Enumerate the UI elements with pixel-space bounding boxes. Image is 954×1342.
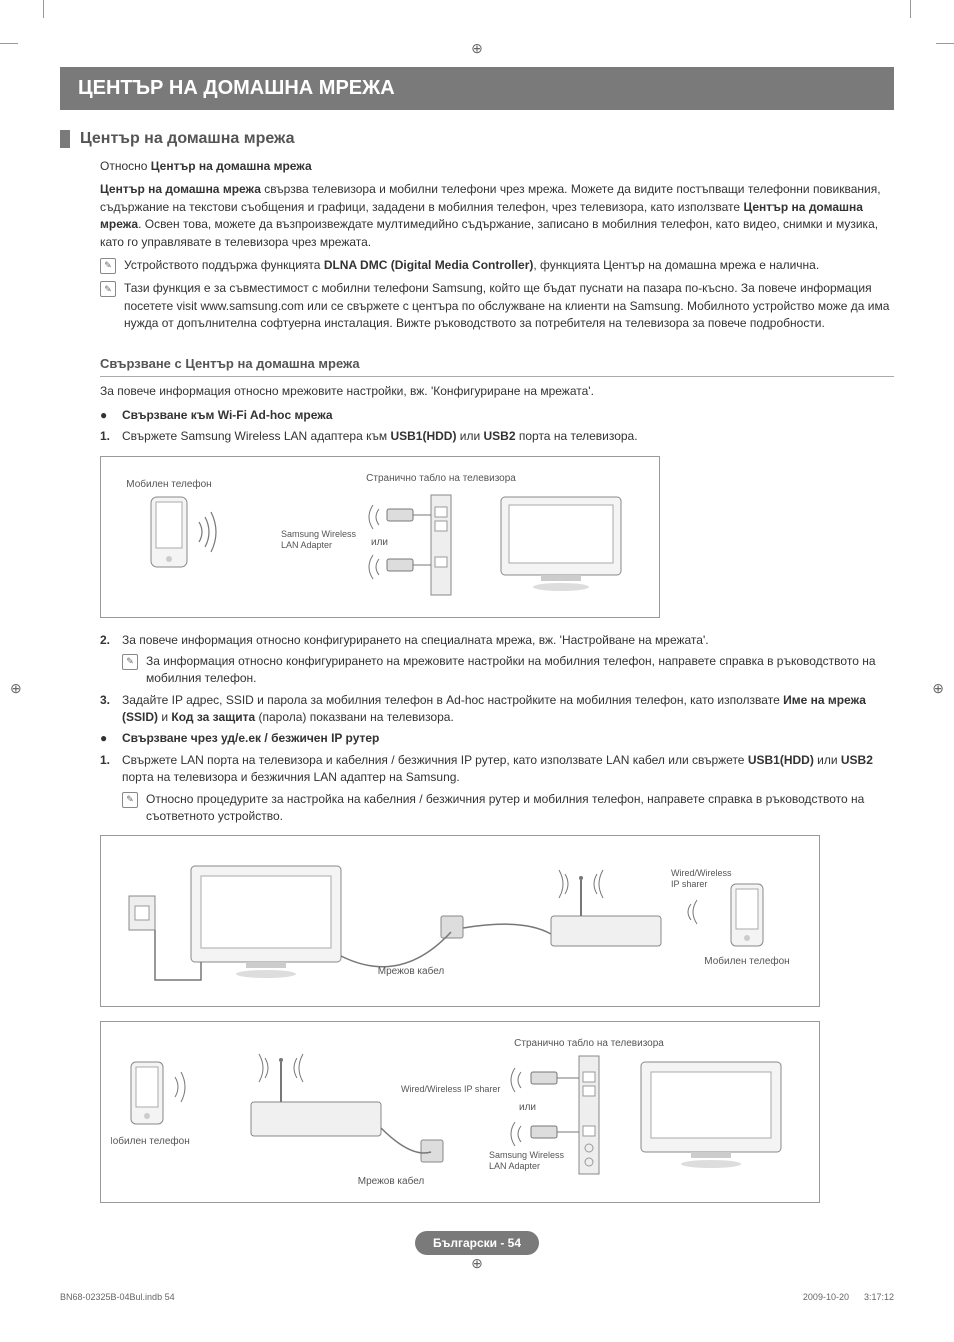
registration-mark-right: ⊕ bbox=[932, 680, 944, 697]
bullet-adhoc: ● Свързване към Wi-Fi Ad-hoc мрежа bbox=[100, 407, 894, 424]
router-step-1: 1. Свържете LAN порта на телевизора и ка… bbox=[100, 752, 894, 787]
svg-text:Странично табло на телевизора: Странично табло на телевизора bbox=[366, 472, 516, 484]
body-content: Относно Център на домашна мрежа Център н… bbox=[100, 158, 894, 1203]
diagram-adhoc: Мобилен телефон Samsung WirelessLAN Adap… bbox=[100, 456, 660, 618]
diagram-adhoc-svg: Мобилен телефон Samsung WirelessLAN Adap… bbox=[111, 467, 651, 607]
note-icon: ✎ bbox=[122, 654, 138, 670]
svg-text:Samsung WirelessLAN Adapter: Samsung WirelessLAN Adapter bbox=[281, 529, 357, 550]
router-note: ✎ Относно процедурите за настройка на ка… bbox=[122, 791, 894, 826]
diagram-router-wired: Мрежов кабел Wired/WirelessIP sharer Моб… bbox=[100, 835, 820, 1007]
intro-line: Относно Център на домашна мрежа bbox=[100, 158, 894, 175]
svg-text:Мобилен телефон: Мобилен телефон bbox=[704, 955, 789, 967]
note-icon: ✎ bbox=[100, 258, 116, 274]
step-1: 1. Свържете Samsung Wireless LAN адаптер… bbox=[100, 428, 894, 445]
svg-text:Wired/Wireless IP sharer: Wired/Wireless IP sharer bbox=[401, 1084, 500, 1094]
svg-text:Wired/WirelessIP sharer: Wired/WirelessIP sharer bbox=[671, 868, 732, 889]
svg-text:Странично табло на телевизора: Странично табло на телевизора bbox=[514, 1037, 664, 1049]
bullet-router: ● Свързване чрез уд/е.ек / безжичен IP р… bbox=[100, 730, 894, 747]
print-footer-left: BN68-02325B-04Bul.indb 54 bbox=[60, 1292, 175, 1302]
registration-mark-left: ⊕ bbox=[10, 680, 22, 697]
diagram2-svg: Мрежов кабел Wired/WirelessIP sharer Моб… bbox=[111, 846, 811, 996]
section-title: Център на домашна мрежа bbox=[80, 130, 295, 148]
note-icon: ✎ bbox=[122, 792, 138, 808]
note-2: ✎ Тази функция е за съвместимост с мобил… bbox=[100, 280, 894, 332]
svg-text:Мрежов кабел: Мрежов кабел bbox=[358, 1175, 425, 1187]
paragraph-1: Център на домашна мрежа свързва телевизо… bbox=[100, 181, 894, 251]
print-footer: BN68-02325B-04Bul.indb 54 2009-10-20 3:1… bbox=[60, 1292, 894, 1302]
crop-mark bbox=[18, 18, 44, 44]
step-2-note: ✎ За информация относно конфигурирането … bbox=[122, 653, 894, 688]
section-square-icon bbox=[60, 130, 70, 148]
section-title-row: Център на домашна мрежа bbox=[60, 130, 894, 148]
diagram3-svg: Мобилен телефон Wired/Wireless IP sharer… bbox=[111, 1032, 811, 1192]
step-2: 2. За повече информация относно конфигур… bbox=[100, 632, 894, 649]
registration-mark-top: ⊕ bbox=[60, 40, 894, 57]
print-footer-right: 2009-10-20 3:17:12 bbox=[803, 1292, 894, 1302]
svg-text:Мрежов кабел: Мрежов кабел bbox=[378, 965, 445, 977]
note-icon: ✎ bbox=[100, 281, 116, 297]
svg-text:или: или bbox=[371, 537, 388, 548]
subsection-intro: За повече информация относно мрежовите н… bbox=[100, 383, 894, 400]
svg-text:или: или bbox=[519, 1102, 536, 1113]
chapter-banner: ЦЕНТЪР НА ДОМАШНА МРЕЖА bbox=[60, 67, 894, 110]
page-footer-pill: Български - 54 bbox=[415, 1231, 539, 1255]
diagram-router-wireless: Мобилен телефон Wired/Wireless IP sharer… bbox=[100, 1021, 820, 1203]
page-footer: Български - 54 bbox=[60, 1231, 894, 1255]
registration-mark-bottom: ⊕ bbox=[60, 1255, 894, 1272]
subsection-title: Свързване с Център на домашна мрежа bbox=[100, 355, 894, 378]
svg-text:Samsung WirelessLAN Adapter: Samsung WirelessLAN Adapter bbox=[489, 1150, 565, 1171]
crop-mark bbox=[910, 18, 936, 44]
svg-text:Мобилен телефон: Мобилен телефон bbox=[111, 1135, 190, 1147]
step-3: 3. Задайте IP адрес, SSID и парола за мо… bbox=[100, 692, 894, 727]
diagram1-mobile-label: Мобилен телефон bbox=[126, 478, 211, 490]
note-1: ✎ Устройството поддържа функцията DLNA D… bbox=[100, 257, 894, 274]
